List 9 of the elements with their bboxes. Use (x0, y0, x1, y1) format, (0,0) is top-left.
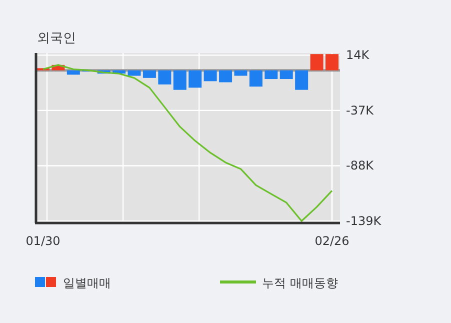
x-tick-label: 01/30 (26, 234, 60, 248)
legend-label: 누적 매매동향 (262, 276, 338, 290)
x-tick-label: 02/26 (314, 234, 350, 248)
y-tick-label: 14K (346, 48, 370, 62)
y-tick-label: -37K (346, 103, 375, 118)
legend-label: 일별매매 (63, 276, 111, 290)
chart-title: 외국인 (37, 31, 76, 46)
y-tick-label: -139K (346, 214, 382, 228)
y-tick-label: -88K (346, 158, 375, 173)
